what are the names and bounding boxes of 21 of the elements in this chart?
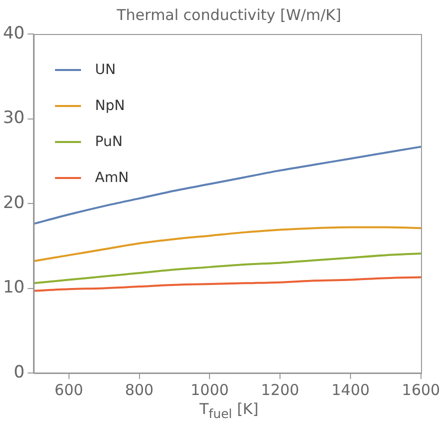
x-tick-label: 1600 bbox=[402, 380, 440, 399]
y-tick-label: 20 bbox=[2, 192, 25, 213]
x-tick-label: 800 bbox=[124, 380, 154, 399]
x-tick-label: 600 bbox=[54, 380, 84, 399]
line-series bbox=[34, 146, 421, 225]
line-series bbox=[34, 226, 421, 262]
y-tick-label: 10 bbox=[2, 278, 25, 298]
x-tick-label: 1000 bbox=[190, 380, 229, 399]
y-tick-label: 40 bbox=[2, 23, 25, 44]
legend-label: AmN bbox=[95, 170, 129, 186]
legend-label: PuN bbox=[95, 134, 123, 150]
x-tick-label: 1400 bbox=[331, 380, 370, 399]
y-tick-label: 30 bbox=[2, 108, 25, 128]
legend-label: UN bbox=[95, 62, 116, 78]
line-series bbox=[34, 252, 421, 284]
chart-title: Thermal conductivity [W/m/K] bbox=[116, 6, 342, 24]
legend-label: NpN bbox=[95, 98, 125, 114]
x-axis-title: T$_{fuel}$ [K] bbox=[198, 400, 260, 421]
x-tick-label: 1200 bbox=[261, 380, 300, 399]
y-tick-label: 0 bbox=[14, 362, 25, 382]
line-series bbox=[34, 276, 421, 292]
